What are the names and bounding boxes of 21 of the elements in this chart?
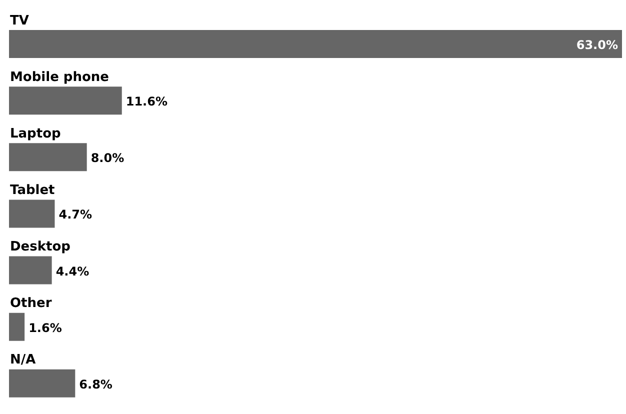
bar bbox=[9, 143, 87, 172]
bar bbox=[9, 256, 52, 284]
data-label: 4.4% bbox=[56, 264, 90, 278]
y-tick-label: Desktop bbox=[10, 240, 70, 255]
bar bbox=[9, 369, 76, 398]
y-tick-label: Laptop bbox=[10, 126, 61, 142]
y-tick-label: N/A bbox=[10, 352, 36, 368]
y-tick-label: Other bbox=[10, 296, 52, 312]
y-tick-label: Mobile phone bbox=[10, 70, 110, 85]
data-label: 1.6% bbox=[28, 320, 62, 335]
y-tick-label: Tablet bbox=[10, 183, 55, 198]
data-label: 8.0% bbox=[90, 151, 124, 166]
data-label: 4.7% bbox=[58, 208, 92, 222]
data-label: 11.6% bbox=[126, 94, 168, 109]
bar bbox=[9, 200, 55, 228]
bar bbox=[9, 30, 622, 58]
bar bbox=[9, 312, 25, 341]
data-label: 63.0% bbox=[576, 38, 618, 52]
data-label: 6.8% bbox=[79, 377, 112, 392]
y-tick-label: TV bbox=[10, 13, 29, 28]
bar bbox=[9, 86, 122, 115]
